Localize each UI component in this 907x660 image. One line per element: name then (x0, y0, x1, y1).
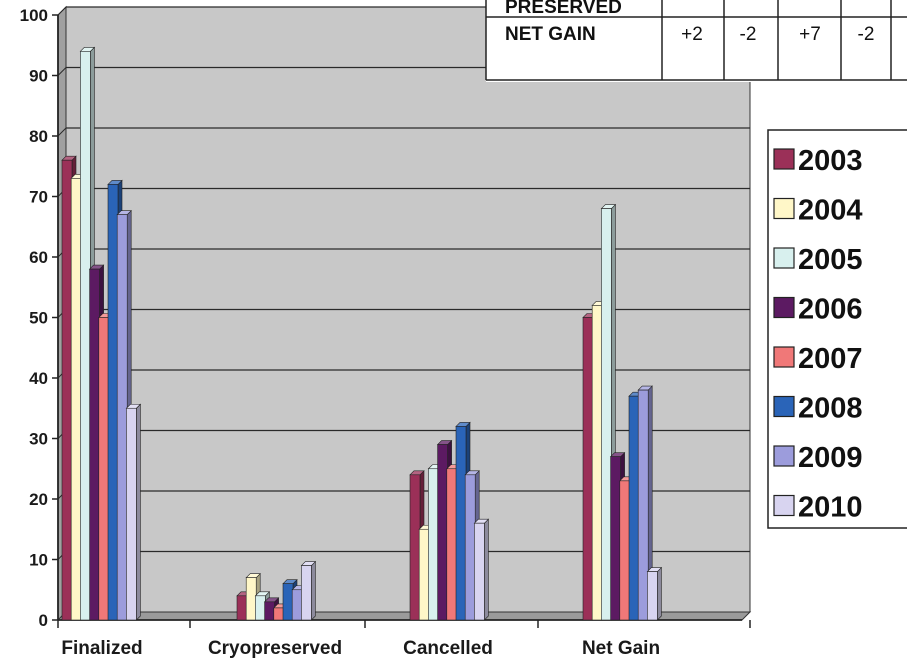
y-tick-label: 70 (29, 188, 48, 207)
table-cell: +7 (799, 24, 821, 45)
bar-2010-cryopreserved (300, 560, 317, 621)
legend-item-2004: 2004 (773, 195, 863, 227)
legend-label: 2009 (798, 442, 863, 474)
legend-swatch (773, 445, 795, 467)
legend-label: 2008 (798, 393, 863, 425)
x-tick-label: Cryopreserved (208, 638, 342, 659)
y-tick-label: 20 (29, 490, 48, 509)
legend-item-2005: 2005 (773, 244, 863, 276)
legend-item-2008: 2008 (773, 393, 863, 425)
legend-swatch (773, 197, 795, 220)
bar-2010-net-gain (646, 566, 663, 621)
legend-label: 2007 (798, 343, 863, 375)
gridline-side (57, 127, 67, 137)
y-tick-label: 50 (29, 309, 48, 328)
table-cell: +2 (681, 24, 703, 45)
y-axis-ticks: 0 10 20 30 40 50 60 70 80 90 100 (20, 6, 58, 630)
bar-2010-cancelled (473, 518, 490, 621)
table-background (486, 0, 907, 82)
gridline-side (57, 67, 67, 76)
legend-swatch (773, 247, 795, 269)
legend: 2003 2004 2005 2006 2007 2008 2009 2010 (767, 129, 907, 529)
net-gain-table: PRESERVED NET GAIN +2 -2 +7 -2 (485, 0, 907, 82)
y-tick-label: 60 (29, 248, 48, 267)
legend-item-2003: 2003 (773, 145, 863, 177)
y-tick-label: 40 (29, 369, 48, 388)
legend-item-2009: 2009 (773, 442, 863, 474)
legend-item-2007: 2007 (773, 343, 863, 375)
legend-swatch (773, 494, 795, 517)
legend-swatch (773, 148, 795, 170)
legend-label: 2004 (798, 195, 863, 227)
legend-swatch (773, 346, 795, 368)
y-tick-label: 100 (20, 6, 48, 25)
table-row-label: PRESERVED (505, 0, 622, 18)
y-tick-label: 90 (29, 67, 48, 86)
x-tick-label: Cancelled (403, 638, 493, 659)
legend-label: 2006 (798, 294, 863, 326)
y-tick-label: 0 (39, 611, 48, 630)
x-axis-labels: Finalized Cryopreserved Cancelled Net Gain (57, 620, 751, 659)
legend-item-2006: 2006 (773, 294, 863, 326)
legend-label: 2003 (798, 145, 863, 177)
y-tick-label: 80 (29, 127, 48, 146)
gridline-side (57, 6, 67, 16)
legend-item-2010: 2010 (773, 492, 863, 524)
legend-swatch (773, 395, 795, 418)
x-tick-label: Finalized (61, 638, 142, 659)
bar-2010-finalized (125, 403, 142, 621)
y-tick-label: 10 (29, 551, 48, 570)
legend-label: 2005 (798, 244, 863, 276)
legend-label: 2010 (798, 492, 863, 524)
table-cell: -2 (858, 24, 875, 45)
y-tick-label: 30 (29, 430, 48, 449)
table-row-label: NET GAIN (505, 24, 596, 45)
bars (61, 46, 663, 621)
table-cell: -2 (740, 24, 757, 45)
x-tick-label: Net Gain (582, 638, 660, 659)
legend-swatch (773, 296, 795, 319)
